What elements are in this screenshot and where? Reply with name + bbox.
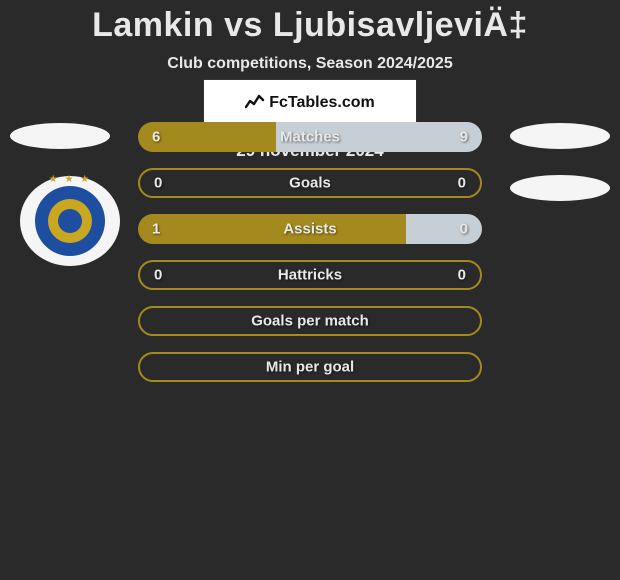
stat-right-segment xyxy=(406,214,482,244)
stat-left-segment xyxy=(138,214,406,244)
page-title: Lamkin vs LjubisavljeviÄ‡ xyxy=(0,0,620,45)
stat-label: Goals per match xyxy=(251,313,369,330)
stat-label: Goals xyxy=(289,175,331,192)
stat-right-value: 0 xyxy=(458,267,466,284)
comparison-bars: 6 9 Matches 0 0 Goals 1 0 Assists 0 0 Hattricks Goal… xyxy=(138,122,482,398)
stat-row-hattricks: 0 0 Hattricks xyxy=(138,260,482,290)
left-player-crest: ★ ★ ★ xyxy=(20,176,120,266)
credit-text: FcTables.com xyxy=(269,94,375,112)
subtitle: Club competitions, Season 2024/2025 xyxy=(0,55,620,73)
credit-logo-icon xyxy=(245,92,265,115)
stat-row-matches: 6 9 Matches xyxy=(138,122,482,152)
stat-label: Hattricks xyxy=(278,267,342,284)
stat-left-value: 6 xyxy=(152,129,160,146)
stat-right-value: 9 xyxy=(460,129,468,146)
stat-row-goals-per-match: Goals per match xyxy=(138,306,482,336)
stat-label: Assists xyxy=(283,221,336,238)
stat-right-value: 0 xyxy=(460,221,468,238)
stat-row-goals: 0 0 Goals xyxy=(138,168,482,198)
stat-row-min-per-goal: Min per goal xyxy=(138,352,482,382)
stat-left-value: 0 xyxy=(154,175,162,192)
credit-box: FcTables.com xyxy=(203,79,417,127)
stat-left-value: 0 xyxy=(154,267,162,284)
crest-stars-icon: ★ ★ ★ xyxy=(35,174,105,185)
right-player-badge-2 xyxy=(510,175,610,201)
stat-label: Matches xyxy=(280,129,340,146)
right-player-badge-1 xyxy=(510,123,610,149)
stat-row-assists: 1 0 Assists xyxy=(138,214,482,244)
stat-left-value: 1 xyxy=(152,221,160,238)
left-player-badge-1 xyxy=(10,123,110,149)
stat-right-value: 0 xyxy=(458,175,466,192)
stat-label: Min per goal xyxy=(266,359,354,376)
